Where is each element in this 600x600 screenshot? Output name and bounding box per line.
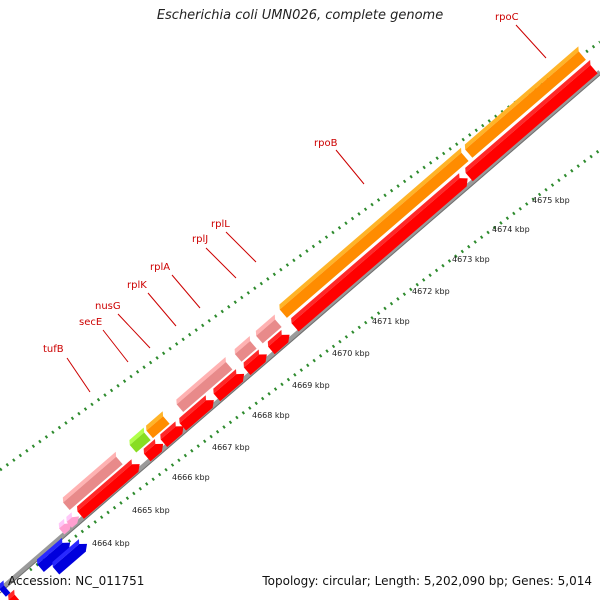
rplJ-cds-bevel <box>243 349 260 368</box>
kbp-label-1: 4665 kbp <box>132 506 170 515</box>
callout-line-rplA <box>171 274 201 309</box>
callout-line-secE <box>102 329 129 363</box>
kbp-label-5: 4669 kbp <box>292 381 330 390</box>
rpoB-cds-bar-bevel <box>291 173 460 324</box>
nusG-bar-bevel <box>146 411 164 431</box>
accession-text: Accession: NC_011751 <box>8 574 145 588</box>
rpoB-bar-bevel <box>279 147 462 310</box>
outer-tick-track <box>0 40 600 472</box>
blue-feature-2-bevel <box>52 539 80 567</box>
red-feature-edge-bevel <box>8 589 15 600</box>
kbp-label-9: 4673 kbp <box>452 255 490 264</box>
kbp-label-4: 4668 kbp <box>252 411 290 420</box>
rplA-cds <box>213 373 245 402</box>
gene-label-rpoC: rpoC <box>495 12 519 23</box>
gene-label-rplL: rplL <box>211 219 230 230</box>
kbp-label-3: 4667 kbp <box>212 443 250 452</box>
map-title: Escherichia coli UMN026, complete genome <box>156 8 444 23</box>
callout-line-rplL <box>225 231 257 263</box>
kbp-label-11: 4675 kbp <box>532 196 570 205</box>
blue-feature-2 <box>52 543 88 575</box>
rplA-bar-bevel <box>176 356 226 405</box>
rplL-cds-bevel <box>267 329 282 347</box>
rpoC-cds-bar <box>465 65 598 182</box>
callout-line-rpoC <box>515 24 547 59</box>
kbp-label-10: 4674 kbp <box>492 225 530 234</box>
pink-feature-2-bevel <box>66 512 72 522</box>
rplA-cds-bevel <box>213 369 237 394</box>
callout-line-rplK <box>147 292 177 327</box>
secE-bar-bevel <box>129 427 145 445</box>
gene-label-secE: secE <box>79 317 102 328</box>
tufB-cds-bevel <box>77 459 132 512</box>
gene-label-rpoB: rpoB <box>314 138 338 149</box>
secE-cds-bevel <box>143 439 156 454</box>
kbp-label-0: 4664 kbp <box>92 539 130 548</box>
rplL-bar <box>256 319 282 344</box>
blue-feature-1-bevel <box>36 537 63 565</box>
kbp-label-6: 4670 kbp <box>332 349 370 358</box>
blue-feature-1 <box>37 542 71 572</box>
genome-summary: Topology: circular; Length: 5,202,090 bp… <box>262 574 592 588</box>
inner-tick-track <box>29 148 600 572</box>
nusG-cds-bevel <box>160 421 176 440</box>
pink-feature-1-bevel <box>58 518 65 529</box>
gene-label-nusG: nusG <box>95 301 121 312</box>
callout-line-nusG <box>117 313 151 349</box>
callout-line-rpoB <box>335 149 365 185</box>
kbp-labels: 4664 kbp 4665 kbp 4666 kbp 4667 kbp 4668 kbp… <box>92 196 570 548</box>
rplJ-bar-bevel <box>234 336 251 355</box>
gene-label-rplK: rplK <box>127 280 147 291</box>
gene-label-tufB: tufB <box>43 344 64 355</box>
rpoC-bar-bevel <box>464 46 579 150</box>
pink-feature-1 <box>59 522 72 535</box>
callout-line-rplJ <box>205 247 237 279</box>
rplA-bar <box>176 361 233 413</box>
rpoB-bar <box>279 152 469 318</box>
blue-feature-3-bevel <box>0 580 4 589</box>
secE-bar <box>129 432 151 453</box>
kbp-label-8: 4672 kbp <box>412 287 450 296</box>
blue-feature-3 <box>0 585 11 597</box>
rplL-bar-bevel <box>255 314 276 336</box>
rpoC-cds-bar-bevel <box>465 60 591 173</box>
kbp-label-7: 4671 kbp <box>372 317 410 326</box>
rplL-cds <box>268 334 290 355</box>
rpoB-cds-bar <box>291 178 468 332</box>
gene-label-rplJ: rplJ <box>192 234 208 245</box>
nusG-bar <box>146 416 170 439</box>
tufB-cds <box>77 464 140 519</box>
gene-label-rplA: rplA <box>150 262 170 273</box>
callout-line-tufB <box>66 357 91 393</box>
red-feature-edge <box>8 594 20 600</box>
tufB-bar-bevel <box>62 451 117 503</box>
gene-features <box>0 46 598 600</box>
rplK-cds <box>179 400 214 431</box>
rplJ-cds <box>243 354 267 376</box>
rplK-cds-bevel <box>179 395 207 424</box>
nusG-cds <box>160 426 184 447</box>
backbone-shadow <box>0 74 600 594</box>
rpoC-bar <box>465 51 586 158</box>
rplJ-bar <box>234 341 257 362</box>
secE-cds <box>143 443 164 462</box>
tufB-bar <box>63 456 123 511</box>
kbp-label-2: 4666 kbp <box>172 473 210 482</box>
pink-feature-2 <box>66 516 80 528</box>
